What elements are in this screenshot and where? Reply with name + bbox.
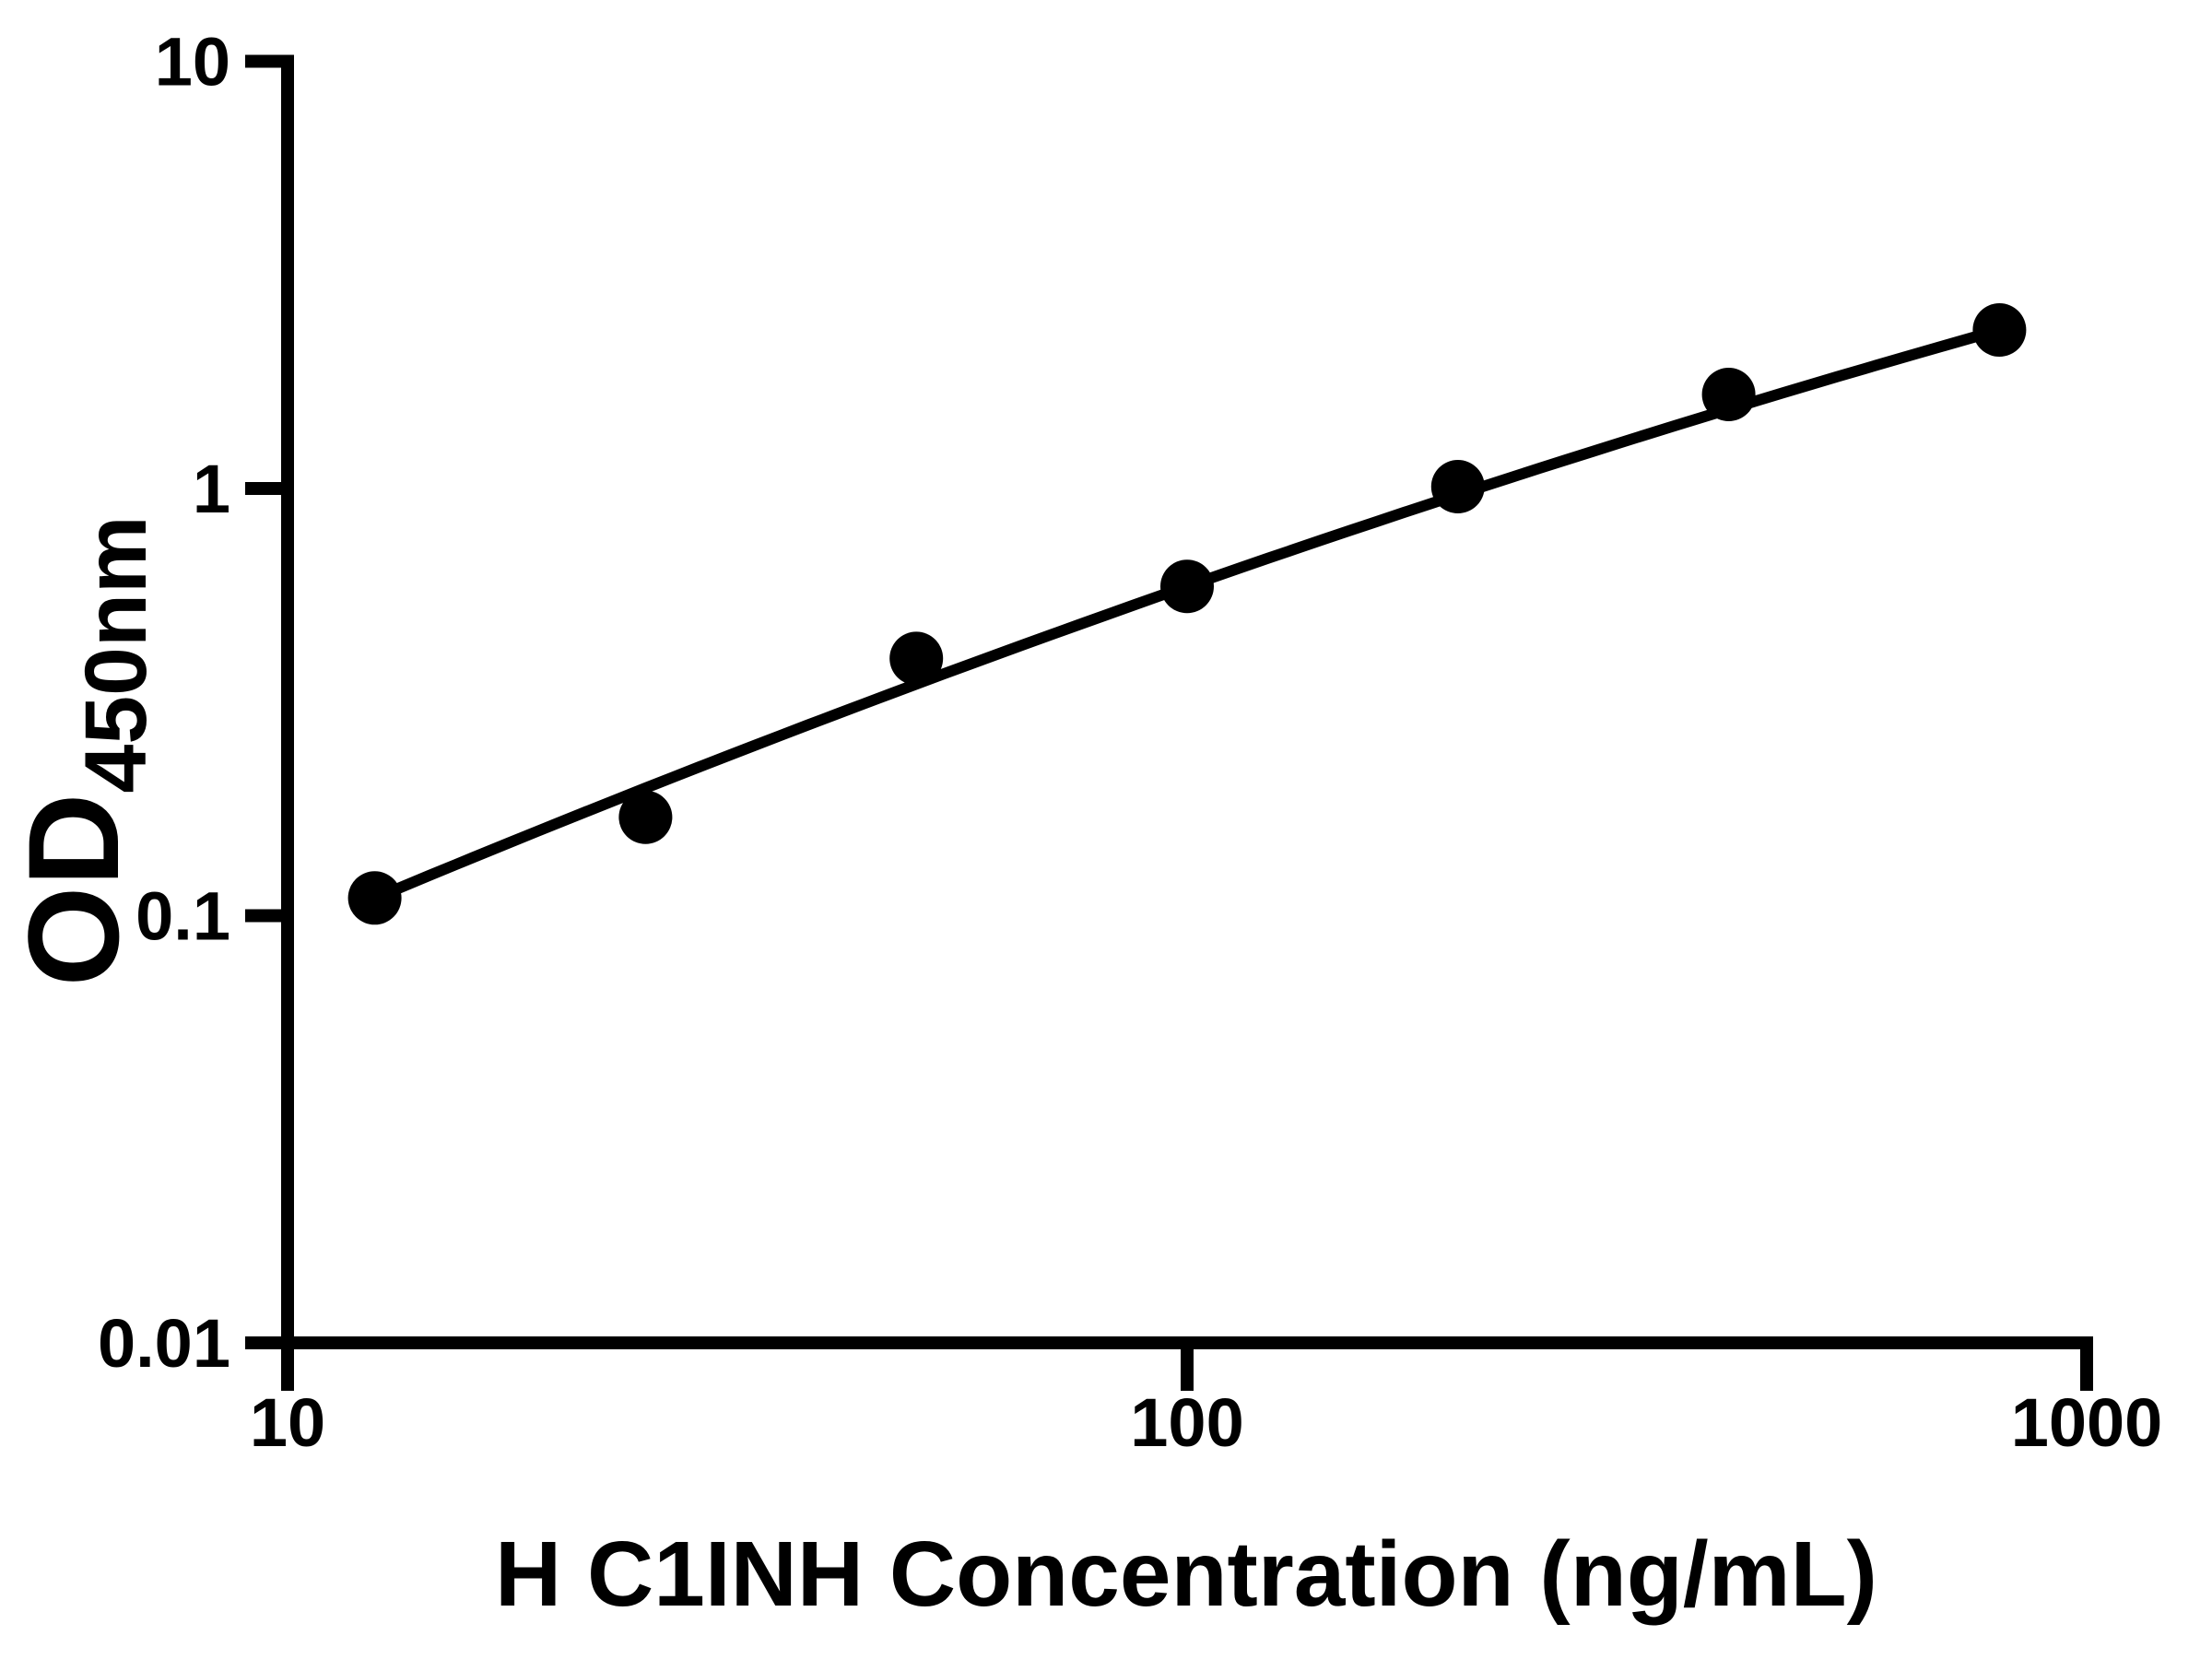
data-points xyxy=(347,303,2027,925)
y-tick-label: 0.1 xyxy=(135,878,230,955)
y-tick-label: 1 xyxy=(193,451,230,527)
y-tick-label: 0.01 xyxy=(98,1305,230,1382)
data-point-marker xyxy=(347,871,402,925)
data-point-marker xyxy=(1160,559,1214,614)
x-axis-ticks: 10 100 1000 xyxy=(250,1343,2162,1461)
data-point-marker xyxy=(1430,460,1485,513)
y-axis-title-main: OD xyxy=(1,794,146,987)
data-point-marker xyxy=(618,790,673,844)
x-axis-title: H C1INH Concentration (ng/mL) xyxy=(495,1523,1877,1626)
x-tick-label: 1000 xyxy=(2011,1384,2163,1461)
y-axis-title: OD450nm xyxy=(1,515,165,986)
y-axis-title-subscript: 450nm xyxy=(67,515,165,793)
x-tick-label: 10 xyxy=(250,1384,325,1461)
x-tick-label: 100 xyxy=(1130,1384,1243,1461)
fit-curve-line xyxy=(369,324,2006,904)
data-point-marker xyxy=(889,631,944,686)
y-axis-ticks: 10 1 0.1 0.01 xyxy=(98,24,288,1382)
y-tick-label: 10 xyxy=(155,24,230,100)
axis-spines xyxy=(281,54,2093,1349)
data-point-marker xyxy=(1972,303,2027,357)
data-point-marker xyxy=(1701,368,1756,421)
